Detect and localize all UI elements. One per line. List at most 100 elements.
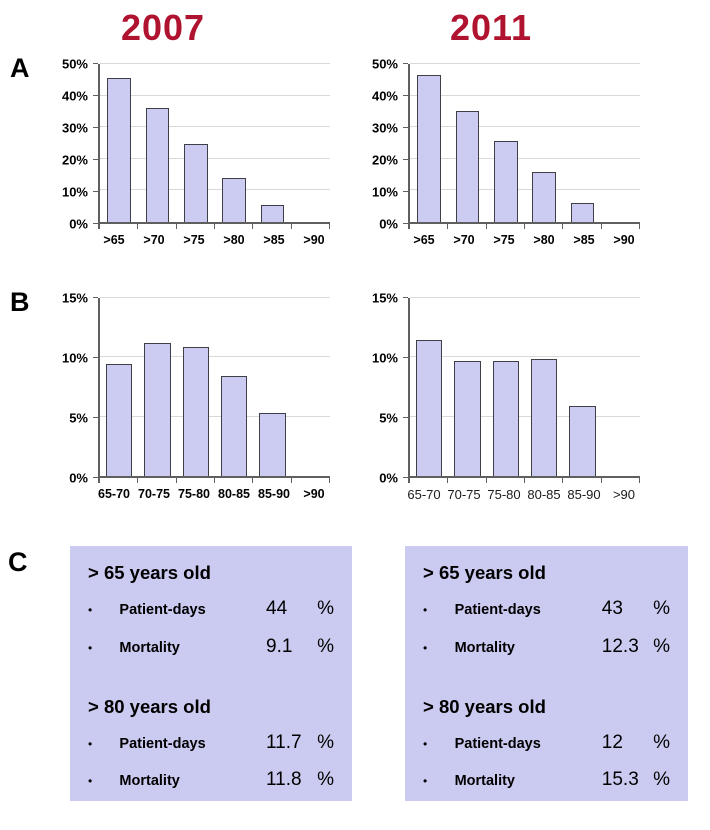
bullet-icon: • [88, 603, 93, 618]
summary-row: • Mortality 9.1 % [70, 635, 352, 660]
summary-row: • Patient-days 11.7 % [70, 731, 352, 756]
chart-body: 0% 5% 10% 15% [52, 291, 330, 486]
bar-slot->85 [253, 64, 291, 222]
x-axis-label: >90 [612, 487, 636, 502]
bar-slot-65-70 [410, 298, 448, 476]
y-tick-mark [93, 63, 98, 64]
y-tick-label: 10% [371, 350, 398, 366]
y-tick-label: 10% [61, 350, 88, 366]
x-axis-label: >70 [143, 233, 165, 247]
bar-slot->90 [292, 298, 330, 476]
bullet-icon: • [423, 603, 428, 618]
bullet-icon: • [88, 774, 93, 789]
plot-area [98, 63, 330, 224]
metric-value: 11.8 [266, 769, 302, 791]
bar-chart-age-bands-2011: 0% 5% 10% 15% 65-70 70-75 75-80 80-85 85-90 >90 [362, 286, 640, 502]
y-axis: 0% 5% 10% 15% [52, 291, 98, 486]
summary-heading: > 65 years old [88, 562, 211, 583]
x-tick-mark [487, 224, 525, 229]
y-tick-label: 0% [69, 216, 88, 232]
bullet-icon: • [423, 774, 428, 789]
y-tick-label: 10% [371, 184, 398, 200]
metric-unit: % [653, 731, 670, 753]
bullet-icon: • [88, 640, 93, 655]
bar->85 [570, 203, 595, 222]
summary-box-2007: > 65 years old • Patient-days 44 % • Mor… [70, 546, 352, 801]
bar-chart-age-groups-2007: 0% 10% 20% 30% 40% 50% >65 >70 >75 >80 >85 >90 [52, 52, 330, 247]
year-header-2011: 2011 [449, 7, 533, 48]
x-axis-label: >90 [303, 487, 325, 501]
summary-row: • Mortality 12.3 % [405, 635, 688, 660]
summary-heading: > 65 years old [423, 562, 546, 583]
y-tick-label: 30% [371, 120, 398, 136]
y-axis: 0% 10% 20% 30% 40% 50% [362, 57, 408, 232]
chart-body: 0% 5% 10% 15% [362, 291, 640, 486]
gridline [100, 189, 330, 191]
metric-label: Patient-days [119, 602, 206, 619]
bar-slot->90 [602, 298, 640, 476]
y-tick-mark [93, 159, 98, 160]
gridline [410, 63, 640, 64]
gridline [100, 157, 330, 159]
y-tick-mark [403, 127, 408, 128]
x-tick-mark [100, 224, 139, 229]
x-tick-mark [602, 478, 640, 483]
metric-label: Patient-days [119, 735, 206, 752]
metric-label: Mortality [454, 773, 515, 790]
summary-row: • Mortality 15.3 % [405, 768, 688, 793]
y-axis: 0% 10% 20% 30% 40% 50% [52, 57, 98, 232]
summary-row: • Patient-days 43 % [405, 597, 688, 622]
y-tick-mark [403, 63, 408, 64]
bar-chart-age-bands-2007: 0% 5% 10% 15% 65-70 70-75 75-80 80-85 85-90 >90 [52, 286, 330, 501]
y-tick-label: 20% [371, 152, 398, 168]
x-axis-label: >90 [303, 233, 325, 247]
metric-label: Patient-days [454, 602, 541, 619]
x-tick-mark [410, 224, 449, 229]
box-gap [352, 546, 405, 801]
x-axis-label: >70 [453, 233, 475, 247]
x-tick-mark [292, 224, 330, 229]
metric-unit: % [653, 598, 670, 620]
bar-slot-65-70 [100, 298, 138, 476]
bar-slot-85-90 [253, 298, 291, 476]
x-axis-label: 65-70 [407, 487, 441, 502]
metric-value: 11.7 [266, 731, 302, 753]
bar-70-75 [144, 343, 171, 476]
x-axis-label: >90 [613, 233, 635, 247]
y-tick-mark [403, 477, 408, 478]
x-axis-label: 85-90 [567, 487, 601, 502]
y-tick-label: 0% [379, 470, 398, 486]
x-tick-mark [448, 478, 487, 483]
y-tick-mark [403, 417, 408, 418]
bar-80-85 [531, 358, 558, 476]
bar->80 [222, 177, 247, 222]
x-axis-label: >85 [573, 233, 595, 247]
gridline [100, 297, 330, 298]
year-header-row: 2007 2011 [0, 0, 710, 52]
x-tick-mark [215, 478, 254, 483]
x-tick-mark [448, 224, 487, 229]
y-tick-mark [93, 297, 98, 298]
x-axis-ticks [98, 478, 330, 483]
bar-slot->80 [525, 64, 563, 222]
gridline [410, 415, 640, 417]
x-tick-mark [602, 224, 640, 229]
y-tick-label: 30% [61, 120, 88, 136]
metric-label: Mortality [119, 773, 180, 790]
panel-a-label: A [10, 53, 30, 83]
y-tick-label: 0% [379, 216, 398, 232]
y-tick-mark [93, 223, 98, 224]
bar->75 [493, 141, 518, 222]
panel-b-label: B [10, 287, 30, 317]
gridline [100, 415, 330, 417]
bar-slot-80-85 [215, 298, 253, 476]
y-tick-mark [93, 127, 98, 128]
metric-value: 44 [266, 598, 288, 620]
x-tick-mark [177, 224, 215, 229]
plot-area [98, 297, 330, 478]
x-axis-label: >75 [183, 233, 205, 247]
bar-slot->75 [177, 64, 215, 222]
x-tick-mark [138, 478, 177, 483]
y-tick-label: 15% [371, 290, 398, 306]
